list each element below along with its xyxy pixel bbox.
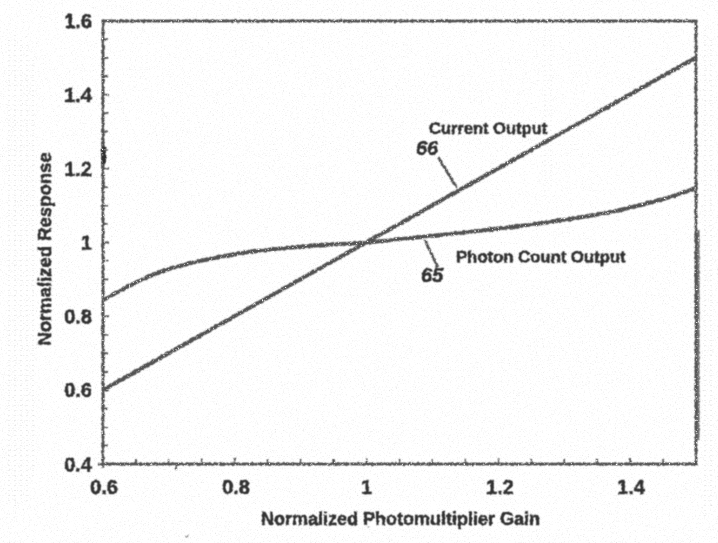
svg-text:Photon Count Output: Photon Count Output [456,248,626,267]
svg-text:1: 1 [361,477,372,499]
svg-text:1.4: 1.4 [617,477,646,499]
svg-text:0.6: 0.6 [64,380,92,402]
svg-text:0.8: 0.8 [64,307,92,329]
svg-text:Normalized Response: Normalized Response [34,152,55,345]
svg-text:1.2: 1.2 [64,159,92,181]
svg-text:Normalized Photomultiplier Gai: Normalized Photomultiplier Gain [261,509,540,529]
svg-text:0.4: 0.4 [64,455,93,477]
svg-text:66: 66 [416,138,439,160]
svg-text:1.6: 1.6 [64,11,92,33]
svg-text:65: 65 [421,265,444,287]
svg-text:0.6: 0.6 [90,477,118,499]
svg-text:Current Output: Current Output [429,120,548,138]
svg-text:1: 1 [81,233,92,255]
svg-text:0.8: 0.8 [222,477,250,499]
svg-text:1.4: 1.4 [64,85,93,107]
svg-text:1.2: 1.2 [486,477,514,499]
